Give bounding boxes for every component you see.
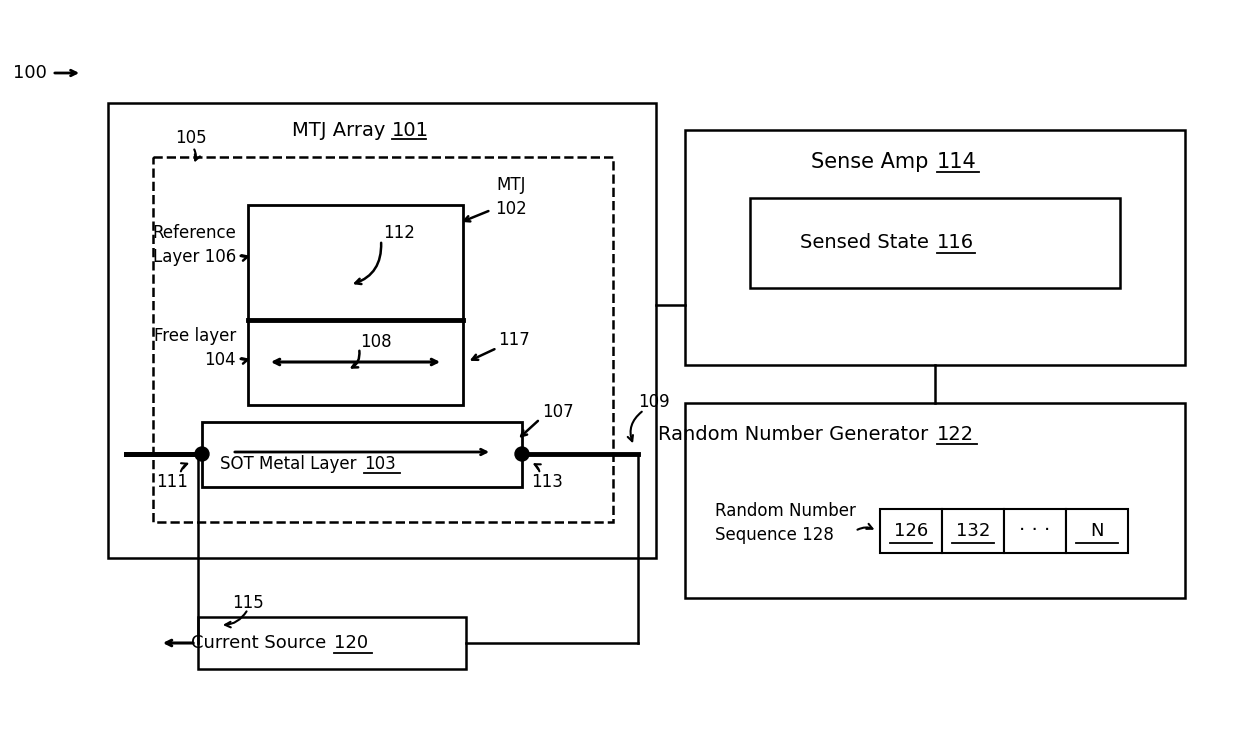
- Text: 132: 132: [956, 522, 991, 540]
- Text: 117: 117: [498, 331, 529, 349]
- Text: 101: 101: [392, 120, 429, 140]
- Bar: [1004, 509, 1066, 553]
- Text: 107: 107: [542, 403, 574, 421]
- Text: Reference
Layer 106: Reference Layer 106: [153, 225, 236, 266]
- Text: Sensed State: Sensed State: [800, 234, 935, 252]
- Text: Random Number Generator: Random Number Generator: [658, 426, 935, 445]
- Text: Sense Amp: Sense Amp: [811, 152, 935, 172]
- Bar: [108, 103, 656, 558]
- Bar: [880, 509, 942, 553]
- Circle shape: [515, 447, 529, 461]
- Bar: [248, 320, 463, 405]
- Text: SOT Metal Layer: SOT Metal Layer: [221, 455, 362, 473]
- Text: Current Source: Current Source: [191, 634, 332, 652]
- Bar: [684, 403, 1185, 598]
- Text: 109: 109: [639, 393, 670, 411]
- Bar: [684, 130, 1185, 365]
- Text: 111: 111: [156, 473, 188, 491]
- Text: MTJ Array: MTJ Array: [293, 120, 392, 140]
- Text: 112: 112: [383, 224, 415, 242]
- Text: 108: 108: [360, 333, 392, 351]
- Text: 113: 113: [531, 473, 563, 491]
- Text: 103: 103: [365, 455, 396, 473]
- Text: 126: 126: [894, 522, 928, 540]
- Circle shape: [195, 447, 210, 461]
- Bar: [942, 509, 1004, 553]
- Bar: [202, 422, 522, 487]
- Text: 122: 122: [937, 426, 975, 445]
- Text: N: N: [1090, 522, 1104, 540]
- Text: Free layer
104: Free layer 104: [154, 327, 236, 369]
- Bar: [1066, 509, 1128, 553]
- Bar: [198, 617, 466, 669]
- Text: 115: 115: [232, 594, 264, 612]
- Text: MTJ
102: MTJ 102: [495, 176, 527, 218]
- Text: 116: 116: [937, 234, 975, 252]
- Text: 105: 105: [175, 129, 207, 147]
- Text: 100: 100: [14, 64, 47, 82]
- Text: 114: 114: [937, 152, 977, 172]
- Text: 120: 120: [334, 634, 368, 652]
- Bar: [248, 205, 463, 320]
- Text: Random Number
Sequence 128: Random Number Sequence 128: [715, 502, 856, 544]
- Bar: [750, 198, 1120, 288]
- Bar: [153, 157, 613, 522]
- Text: · · ·: · · ·: [1019, 521, 1050, 541]
